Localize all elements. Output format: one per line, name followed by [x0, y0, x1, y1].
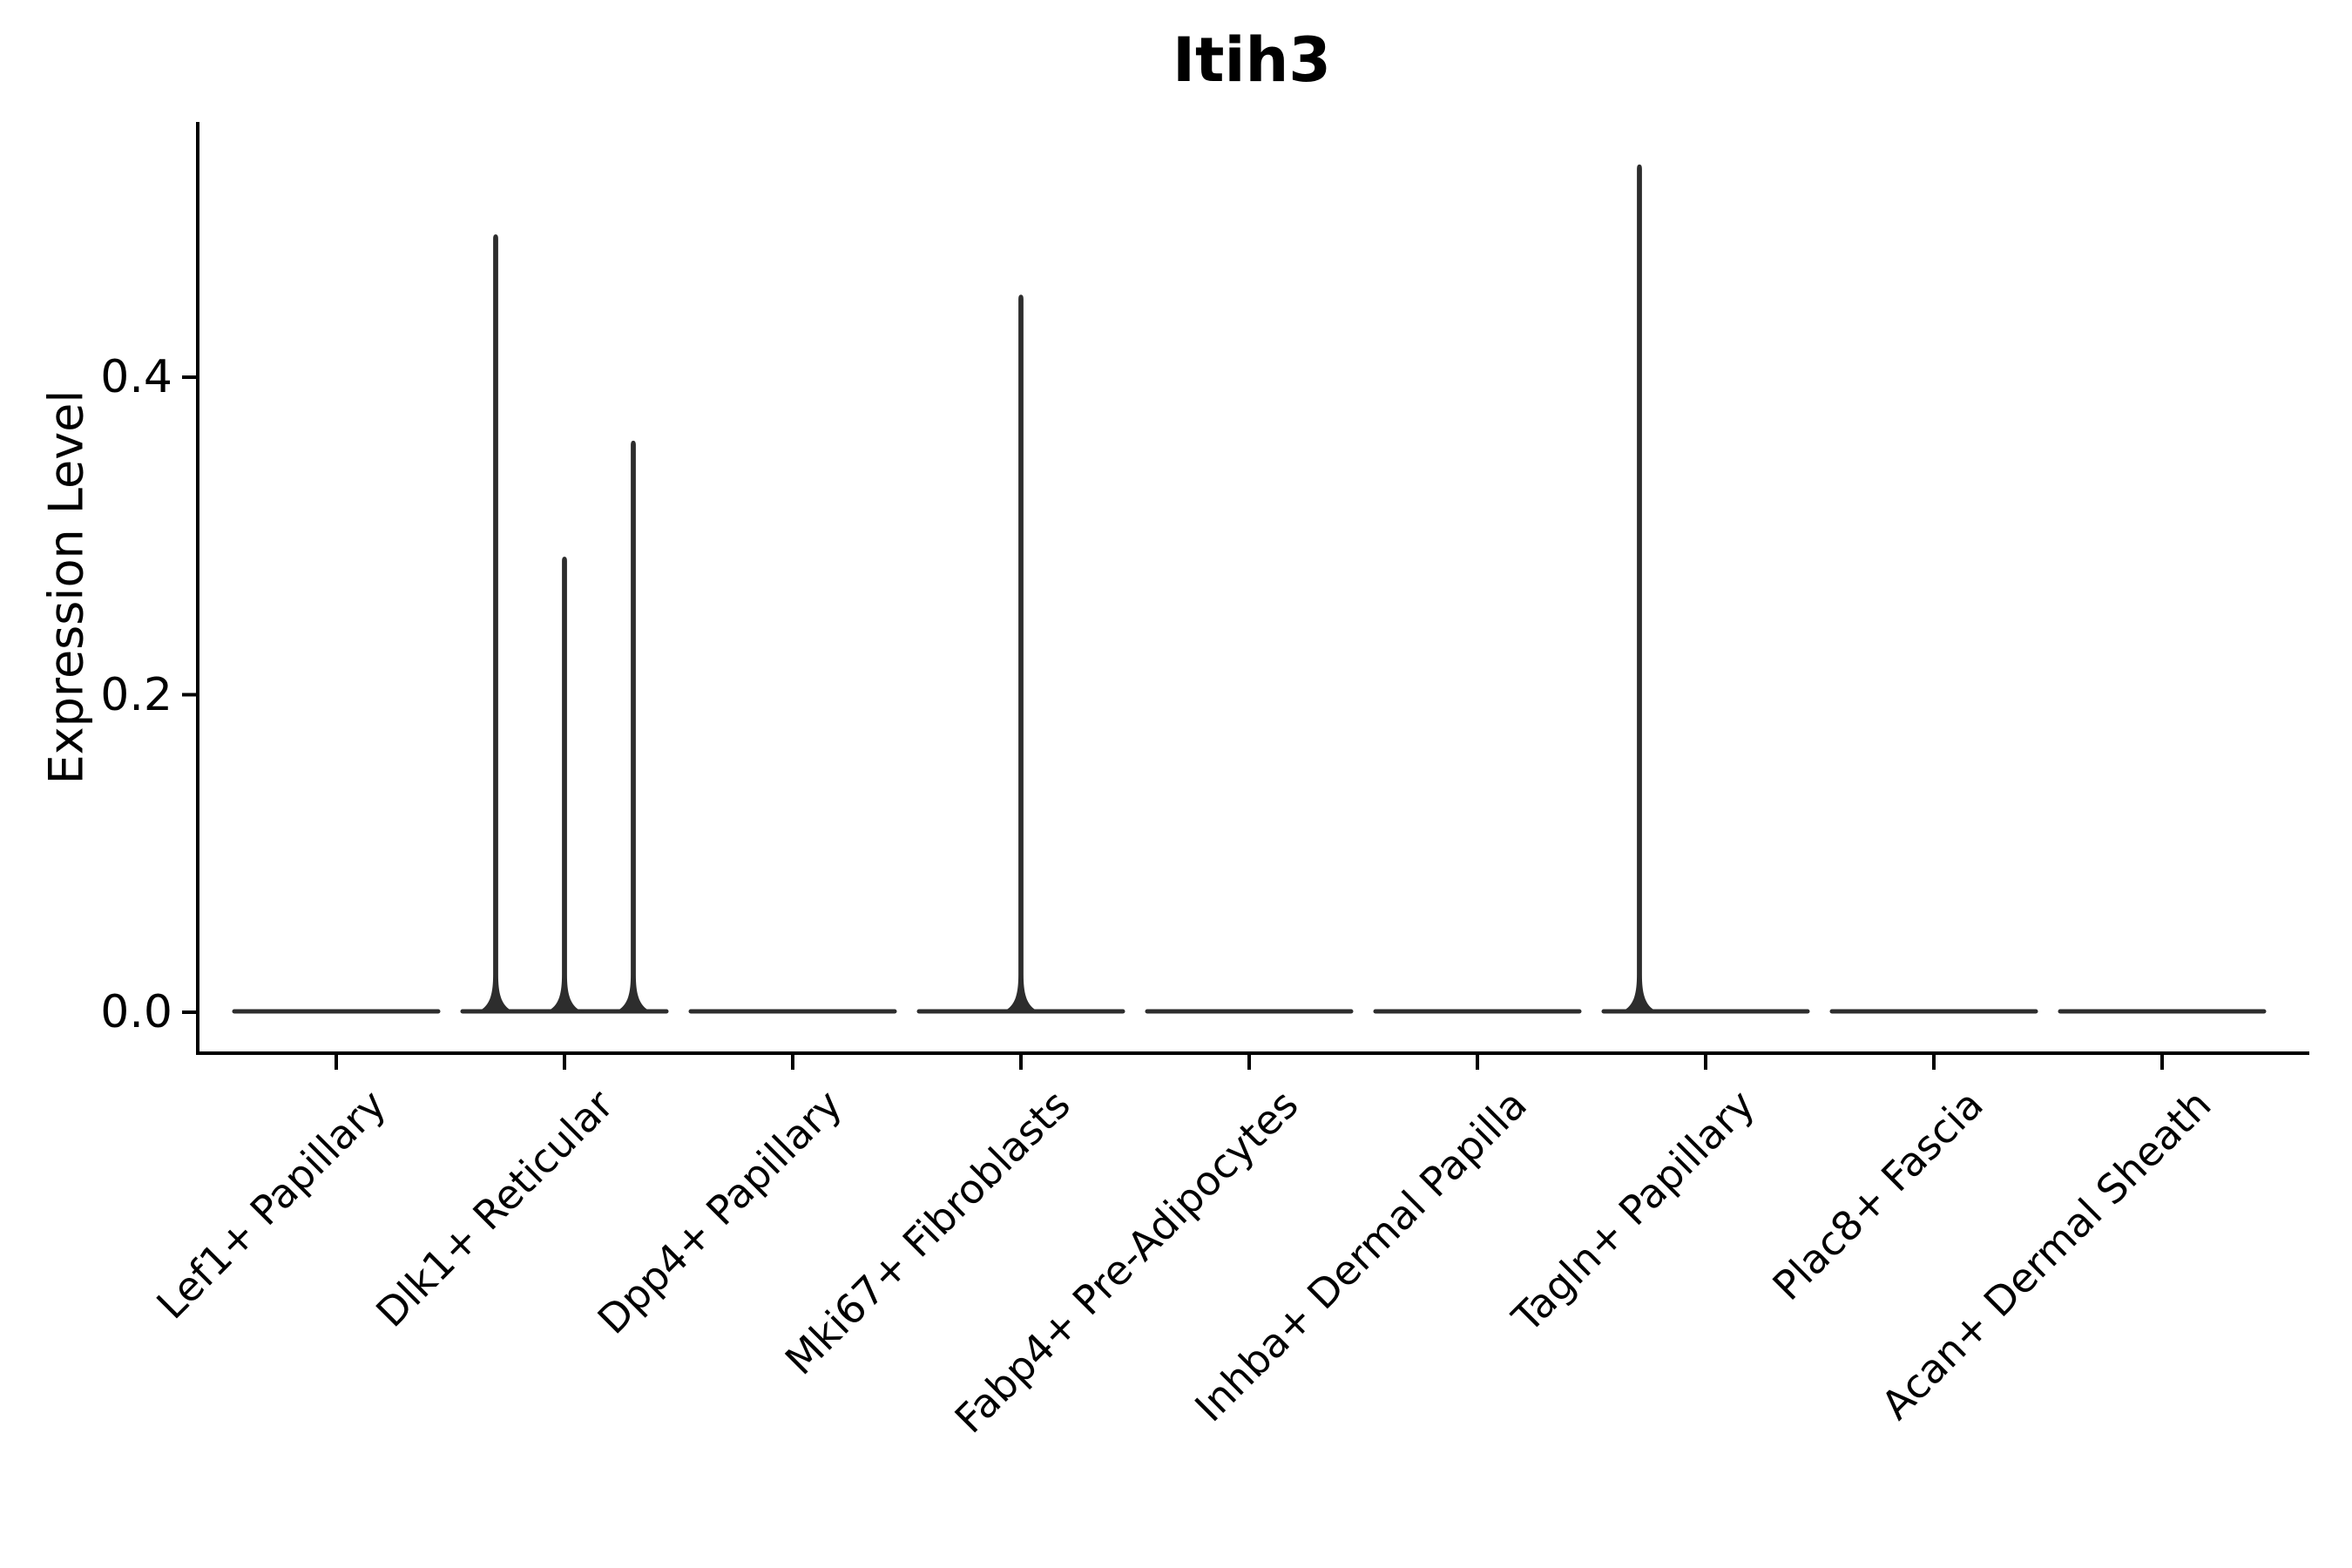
y-axis-title: Expression Level	[38, 389, 94, 785]
violin-density-spike	[472, 233, 519, 1014]
violin-density-spike	[1616, 164, 1663, 1014]
chart-title: Itih3	[1172, 24, 1332, 96]
y-tick-label: 0.4	[100, 351, 172, 403]
violin-density-spike	[541, 556, 588, 1014]
violin	[1601, 164, 1810, 1014]
y-tick-label: 0.0	[100, 986, 172, 1038]
violin-density-spike	[610, 440, 657, 1014]
violin-density-spike	[997, 294, 1044, 1014]
y-tick-label: 0.2	[100, 668, 172, 721]
violin	[460, 233, 669, 1014]
violin	[916, 294, 1125, 1014]
